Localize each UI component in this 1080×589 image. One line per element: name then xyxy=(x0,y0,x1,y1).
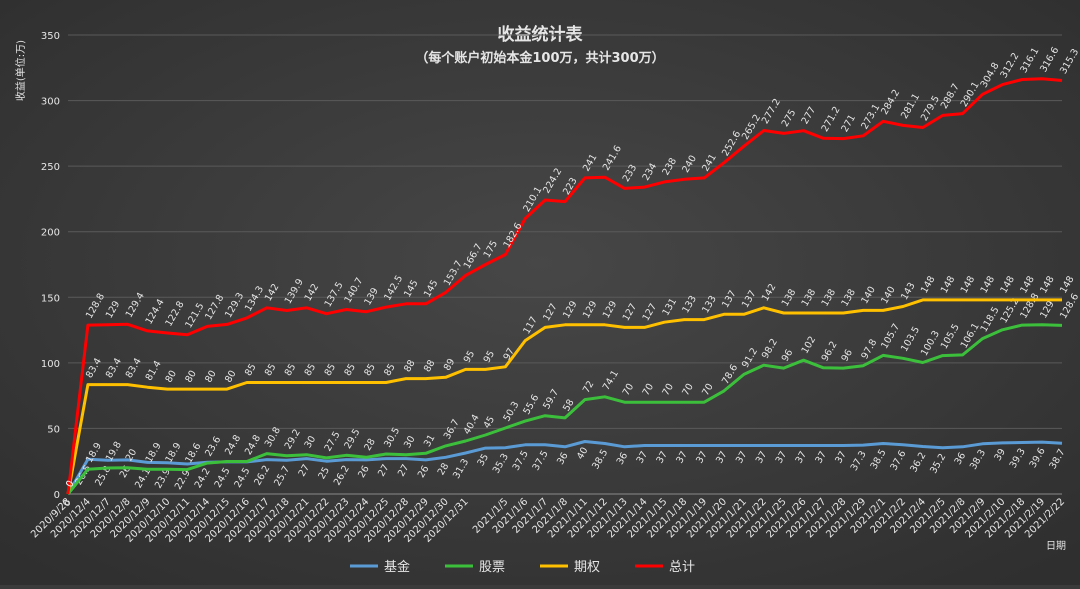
data-label: 85 xyxy=(362,362,378,378)
y-tick-label: 50 xyxy=(47,424,60,435)
data-label: 39 xyxy=(992,447,1008,463)
y-tick-label: 350 xyxy=(41,31,60,42)
data-label: 95 xyxy=(462,349,478,365)
legend-label: 期权 xyxy=(574,559,600,575)
data-label: 36 xyxy=(953,451,969,467)
series-line xyxy=(66,77,1063,495)
data-label: 20 xyxy=(124,447,140,463)
data-label: 37 xyxy=(635,449,651,465)
legend-label: 股票 xyxy=(479,560,505,575)
chart-subtitle: （每个账户初始本金100万，共计300万） xyxy=(415,50,664,66)
data-label: 37 xyxy=(694,449,710,465)
data-label: 26 xyxy=(416,464,432,480)
data-label: 35 xyxy=(476,452,492,468)
series-line xyxy=(66,298,1062,495)
data-label: 25 xyxy=(316,465,332,481)
data-label: 27 xyxy=(376,463,392,479)
data-label: 0 xyxy=(61,498,74,509)
legend-label: 总计 xyxy=(669,560,695,575)
data-label: 85 xyxy=(323,362,339,378)
data-label: 37 xyxy=(754,449,770,465)
data-label: 80 xyxy=(203,369,219,385)
data-label: 26 xyxy=(356,464,372,480)
y-tick-label: 300 xyxy=(41,97,60,108)
data-label: 37 xyxy=(813,449,829,465)
data-label: 30 xyxy=(402,434,418,450)
data-label: 0 xyxy=(64,479,77,490)
y-tick-label: 200 xyxy=(41,228,60,239)
data-label: 85 xyxy=(303,362,319,378)
y-tick-label: 150 xyxy=(41,293,60,304)
data-label: 80 xyxy=(163,369,179,385)
y-axis-label: 收益(单位:万) xyxy=(14,40,27,101)
y-tick-label: 100 xyxy=(41,359,60,370)
data-label: 36 xyxy=(615,451,631,467)
data-label: 88 xyxy=(402,358,418,374)
data-label: 37 xyxy=(734,449,750,465)
data-label: 96 xyxy=(780,348,796,364)
data-label: 85 xyxy=(243,362,259,378)
data-label: 85 xyxy=(382,362,398,378)
data-label: 27 xyxy=(396,463,412,479)
series-line xyxy=(66,323,1063,495)
data-label: 37 xyxy=(774,449,790,465)
data-label: 72 xyxy=(581,379,597,395)
data-label: 40 xyxy=(575,446,591,462)
data-label: 70 xyxy=(621,382,637,398)
data-label: 70 xyxy=(700,382,716,398)
data-label: 27 xyxy=(297,463,313,479)
data-label: 45 xyxy=(482,415,498,431)
data-label: 85 xyxy=(342,362,358,378)
data-label: 37 xyxy=(794,449,810,465)
data-label: 70 xyxy=(641,382,657,398)
data-label: 70 xyxy=(660,382,676,398)
x-axis-label: 日期 xyxy=(1046,540,1066,552)
y-tick-label: 0 xyxy=(54,490,60,501)
data-label: 28 xyxy=(436,461,452,477)
data-label: 97 xyxy=(501,346,517,362)
data-label: 36 xyxy=(555,451,571,467)
data-label: 37 xyxy=(654,449,670,465)
data-label: 70 xyxy=(680,382,696,398)
data-label: 89 xyxy=(442,357,458,373)
legend-label: 基金 xyxy=(384,559,410,575)
data-label: 37 xyxy=(714,449,730,465)
data-label: 58 xyxy=(561,397,577,413)
data-label: 30 xyxy=(303,434,319,450)
data-label: 37 xyxy=(674,449,690,465)
data-label: 80 xyxy=(183,369,199,385)
data-label: 85 xyxy=(283,362,299,378)
y-tick-label: 250 xyxy=(41,162,60,173)
data-label: 28 xyxy=(362,437,378,453)
data-label: 88 xyxy=(422,358,438,374)
data-label: 85 xyxy=(263,362,279,378)
data-label: 96 xyxy=(839,348,855,364)
data-label: 80 xyxy=(223,369,239,385)
data-label: 95 xyxy=(482,349,498,365)
data-label: 37 xyxy=(833,449,849,465)
data-label: 31 xyxy=(422,433,438,449)
